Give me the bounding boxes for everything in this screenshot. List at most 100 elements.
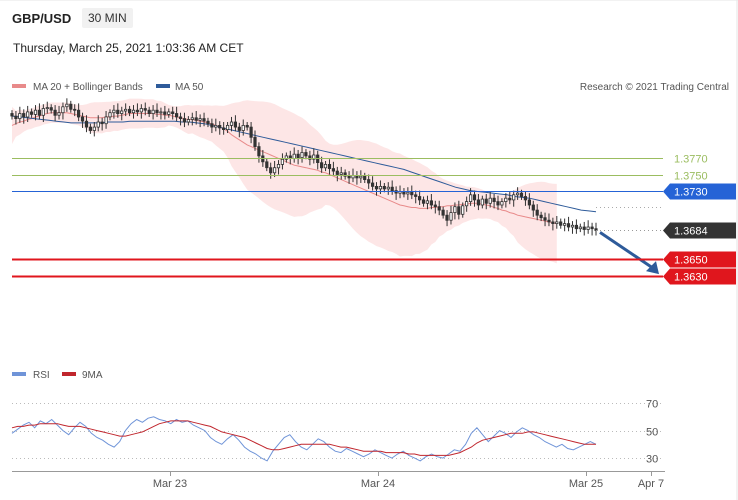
candle-body bbox=[457, 206, 461, 215]
candle-body bbox=[218, 125, 222, 129]
candle-body bbox=[378, 185, 383, 190]
candle-body bbox=[327, 163, 332, 169]
candle-body bbox=[57, 112, 61, 116]
candle-body bbox=[135, 109, 139, 113]
candle-body bbox=[253, 136, 257, 148]
level-label-1.3750: 1.3750 bbox=[674, 171, 708, 183]
candle-body bbox=[508, 197, 512, 201]
level-label-1.3684: 1.3684 bbox=[674, 226, 708, 238]
forecast-arrow-head bbox=[646, 261, 659, 275]
candle-body bbox=[425, 200, 430, 204]
candle-body bbox=[18, 113, 22, 119]
candle-body bbox=[308, 155, 312, 160]
candle-body bbox=[225, 125, 230, 131]
level-tag-1.3730 bbox=[663, 183, 736, 200]
candle-body bbox=[331, 168, 336, 172]
candle-body bbox=[272, 167, 277, 174]
candle-body bbox=[386, 186, 390, 190]
candle-body bbox=[10, 113, 14, 117]
candle-body bbox=[61, 106, 65, 114]
candle-body bbox=[367, 179, 371, 184]
candle-body bbox=[241, 125, 245, 131]
candle-body bbox=[574, 224, 579, 230]
candle-body bbox=[100, 121, 104, 125]
candle-body bbox=[472, 194, 477, 201]
candle-body bbox=[124, 108, 128, 112]
bollinger-band bbox=[12, 98, 557, 264]
candle-body bbox=[441, 209, 445, 216]
candle-body bbox=[512, 194, 516, 201]
candle-body bbox=[555, 221, 559, 224]
candle-body bbox=[586, 226, 590, 230]
candle-body bbox=[480, 198, 484, 206]
candle-body bbox=[484, 198, 488, 204]
ma50-line bbox=[11, 115, 597, 213]
candle-body bbox=[41, 108, 45, 116]
level-tag-1.3650 bbox=[663, 251, 736, 268]
x-tick-label: Apr 7 bbox=[638, 478, 664, 490]
candle-body bbox=[229, 121, 234, 126]
candle-body bbox=[433, 204, 437, 208]
rsi-legend-label: RSI bbox=[33, 370, 50, 381]
candle-body bbox=[77, 109, 81, 118]
candle-body bbox=[69, 103, 73, 110]
candle-body bbox=[139, 108, 143, 113]
candle-body bbox=[186, 119, 190, 123]
candle-body bbox=[112, 109, 116, 114]
candle-body bbox=[429, 200, 434, 206]
candle-body bbox=[194, 117, 198, 121]
candle-body bbox=[265, 161, 269, 169]
candle-body bbox=[198, 118, 202, 121]
candle-body bbox=[108, 112, 112, 118]
candle-body bbox=[543, 217, 547, 221]
candle-body bbox=[269, 167, 273, 174]
candle-body bbox=[343, 172, 347, 177]
candle-body bbox=[120, 110, 124, 114]
candle-body bbox=[461, 205, 465, 215]
candle-body bbox=[323, 163, 328, 169]
candle-body bbox=[116, 109, 120, 114]
candle-body bbox=[37, 109, 42, 116]
candle-body bbox=[49, 107, 53, 111]
rsi-ma-legend-swatch bbox=[62, 372, 76, 376]
x-tick-label: Mar 24 bbox=[361, 478, 395, 490]
candle-body bbox=[73, 108, 77, 111]
rsi-tick-50: 50 bbox=[646, 427, 658, 439]
candle-body bbox=[202, 118, 206, 122]
candle-body bbox=[300, 152, 304, 158]
candle-body bbox=[535, 209, 539, 216]
candle-body bbox=[516, 192, 520, 196]
ma50-legend-swatch bbox=[156, 84, 170, 88]
candle-body bbox=[26, 111, 30, 118]
level-label-1.3650: 1.3650 bbox=[674, 255, 708, 267]
timeframe-badge[interactable]: 30 MIN bbox=[82, 8, 133, 28]
candle-body bbox=[22, 113, 26, 118]
candle-body bbox=[88, 126, 92, 131]
candle-body bbox=[237, 126, 241, 131]
candle-body bbox=[335, 170, 339, 175]
rsi-ma-legend-label: 9MA bbox=[82, 370, 103, 381]
candle-body bbox=[476, 199, 481, 206]
price-plot bbox=[10, 98, 659, 275]
candle-body bbox=[33, 109, 38, 115]
candle-body bbox=[551, 221, 555, 224]
candle-body bbox=[143, 108, 147, 111]
ma20-legend-label: MA 20 + Bollinger Bands bbox=[33, 82, 143, 93]
candle-body bbox=[221, 127, 226, 131]
candle-body bbox=[190, 117, 194, 120]
candle-body bbox=[304, 152, 308, 157]
candle-body bbox=[496, 201, 500, 206]
rsi-plot: 30 50 70 bbox=[11, 399, 663, 466]
candle-body bbox=[214, 125, 218, 128]
candle-body bbox=[590, 226, 594, 230]
candle-body bbox=[410, 191, 414, 196]
candle-body bbox=[29, 111, 34, 115]
candle-body bbox=[390, 186, 394, 191]
ma50-legend-label: MA 50 bbox=[175, 82, 204, 93]
candle-body bbox=[276, 163, 281, 169]
candle-body bbox=[319, 162, 324, 169]
candle-body bbox=[292, 153, 296, 159]
candle-body bbox=[257, 146, 261, 157]
candle-body bbox=[347, 175, 351, 179]
